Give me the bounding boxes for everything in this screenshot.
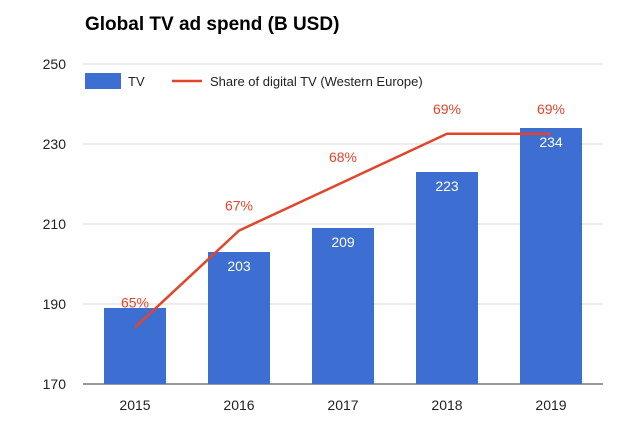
legend-label-tv: TV [128,74,145,89]
share-labels: 65% 67% 68% 69% 69% [121,101,565,311]
x-tick-label: 2016 [223,397,254,413]
bar-value-label: 209 [331,234,355,250]
bar [416,172,478,384]
y-tick-label: 190 [43,296,67,312]
share-value-label: 65% [121,294,149,310]
bar [104,308,166,384]
x-tick-label: 2019 [535,397,566,413]
bars [104,128,582,384]
y-axis-ticks: 170 190 210 230 250 [43,56,67,392]
bar-labels: 203 209 223 234 [227,134,563,274]
bar-value-label: 234 [539,134,563,150]
x-axis-ticks: 2015 2016 2017 2018 2019 [119,397,566,413]
legend: TV Share of digital TV (Western Europe) [85,73,423,89]
legend-label-share: Share of digital TV (Western Europe) [210,74,423,89]
bar-value-label: 203 [227,258,251,274]
x-tick-label: 2017 [327,397,358,413]
chart-title: Global TV ad spend (B USD) [85,14,340,35]
share-line [134,132,551,329]
share-value-label: 68% [329,149,357,165]
y-tick-label: 250 [43,56,67,72]
bar [312,228,374,384]
share-line-path [134,132,551,329]
share-value-label: 67% [225,198,253,214]
bar [520,128,582,384]
y-tick-label: 210 [43,216,67,232]
x-tick-label: 2015 [119,397,150,413]
legend-swatch-tv [85,73,121,89]
y-tick-label: 170 [43,376,67,392]
share-value-label: 69% [537,101,565,117]
bar-value-label: 223 [435,178,459,194]
y-tick-label: 230 [43,136,67,152]
bar [208,252,270,384]
share-value-label: 69% [433,101,461,117]
x-tick-label: 2018 [431,397,462,413]
